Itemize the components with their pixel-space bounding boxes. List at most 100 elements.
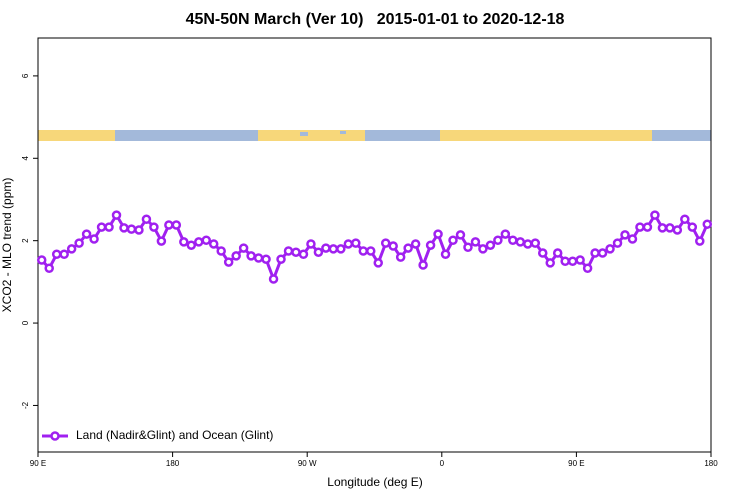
data-point [657, 223, 668, 233]
data-point [194, 237, 204, 247]
x-tick-label: 90 E [30, 459, 46, 468]
data-point [171, 220, 182, 230]
data-point [74, 238, 84, 248]
data-point [283, 246, 294, 256]
data-point [455, 230, 466, 240]
data-point [665, 223, 675, 233]
data-point [380, 238, 391, 248]
data-point [246, 251, 256, 261]
data-point [695, 236, 705, 246]
data-point [231, 251, 241, 261]
data-point [515, 237, 526, 247]
data-point [66, 244, 77, 254]
y-tick-label: 0 [21, 320, 30, 325]
data-point [395, 252, 406, 262]
data-point [164, 220, 174, 230]
data-point [575, 255, 585, 265]
data-point [268, 274, 279, 284]
data-point [223, 257, 234, 267]
plot-frame [37, 37, 712, 453]
data-point [51, 249, 62, 260]
data-point [119, 223, 129, 233]
x-tick-label: 90 E [568, 459, 584, 468]
data-point [597, 248, 608, 258]
data-point [493, 235, 503, 246]
data-point [680, 214, 690, 225]
data-point [298, 249, 309, 260]
data-point [582, 263, 593, 274]
data-point [373, 258, 383, 268]
data-point [156, 236, 167, 246]
data-point [627, 234, 638, 244]
data-point [425, 240, 436, 250]
data-point [208, 239, 219, 249]
data-point [552, 248, 563, 258]
data-point [545, 258, 555, 268]
data-point [672, 225, 683, 235]
data-point [321, 243, 331, 253]
data-point [343, 239, 354, 249]
y-axis-label: XCO2 - MLO trend (ppm) [0, 178, 14, 313]
x-axis-label: Longitude (deg E) [327, 475, 422, 489]
data-point [149, 222, 159, 232]
data-point [500, 229, 511, 239]
y-tick-label: 6 [21, 73, 30, 78]
data-point [440, 249, 451, 260]
map-strip [38, 130, 711, 141]
data-point [186, 240, 197, 250]
data-point [358, 246, 369, 256]
data-point [306, 239, 316, 249]
data-point [89, 234, 99, 244]
data-point [366, 246, 376, 256]
x-tick-label: 180 [704, 459, 718, 468]
data-point [328, 244, 339, 254]
data-point [111, 210, 122, 220]
data-point [650, 210, 660, 220]
data-point [612, 238, 623, 248]
data-point [418, 260, 428, 270]
legend-label: Land (Nadir&Glint) and Ocean (Glint) [76, 428, 273, 442]
data-point [508, 235, 518, 246]
legend-marker [50, 431, 60, 441]
data-point [336, 244, 346, 254]
data-point [201, 235, 211, 246]
x-tick-label: 180 [166, 459, 180, 468]
data-point [238, 243, 249, 253]
data-point [96, 222, 107, 232]
data-point [351, 238, 361, 248]
data-point [433, 229, 443, 239]
data-point [36, 255, 47, 265]
data-point [410, 239, 421, 249]
data-point [642, 222, 653, 232]
data-point [687, 222, 698, 232]
data-point [530, 238, 541, 248]
data-point [463, 242, 473, 253]
data-point [590, 248, 600, 258]
data-point [313, 247, 324, 257]
data-point [253, 253, 264, 263]
data-point [179, 237, 189, 247]
data-point [605, 244, 615, 254]
data-point [276, 254, 286, 264]
x-tick-label: 0 [440, 459, 445, 468]
data-point [560, 256, 570, 267]
data-point [567, 256, 578, 267]
data-point [388, 241, 398, 251]
x-tick-label: 90 W [298, 459, 317, 468]
data-point [81, 229, 92, 239]
data-point [104, 222, 114, 232]
y-tick-label: -2 [21, 401, 30, 409]
data-point [470, 237, 481, 247]
y-tick-label: 4 [21, 156, 30, 161]
data-point [448, 235, 458, 246]
data-point [523, 239, 533, 249]
data-point [291, 247, 301, 257]
data-point [620, 230, 630, 240]
data-point [134, 225, 144, 235]
data-point [261, 254, 271, 264]
data-point [478, 244, 488, 254]
data-point [126, 224, 137, 234]
data-point [216, 246, 226, 256]
y-tick-label: 2 [21, 238, 30, 243]
